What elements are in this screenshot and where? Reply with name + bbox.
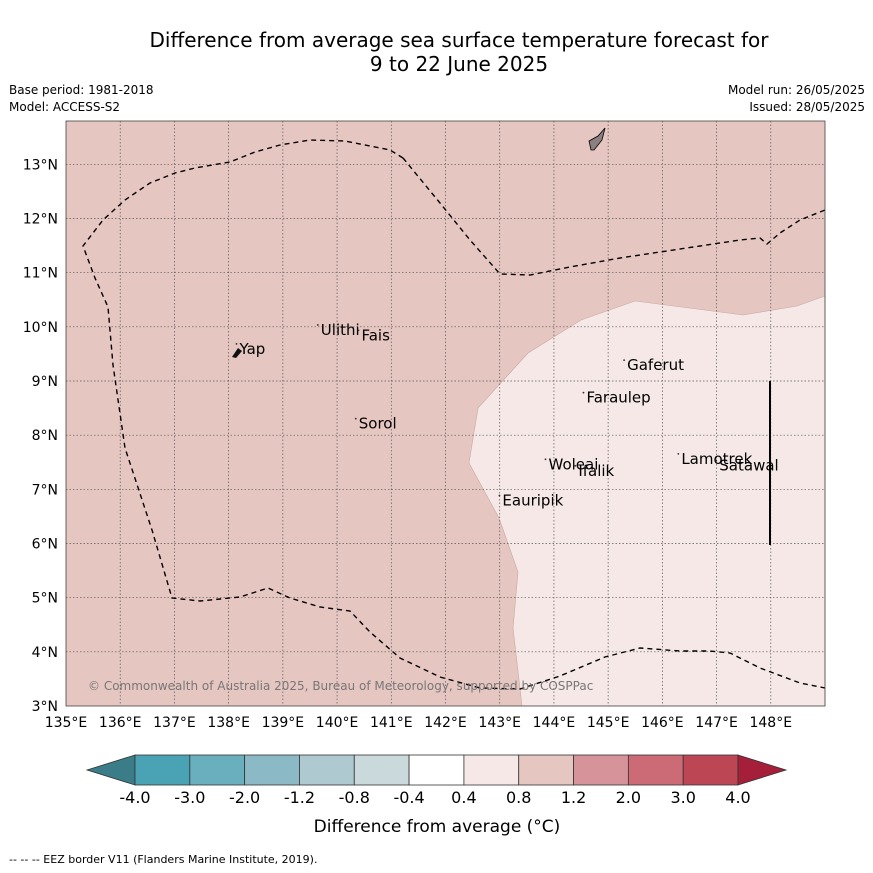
lon-tick-label: 142°E <box>424 715 467 731</box>
colorbar-tick-label: -1.2 <box>284 788 315 807</box>
colorbar-segment <box>244 754 300 786</box>
place-label: Ifalik <box>578 462 614 480</box>
model-name: Model: ACCESS-S2 <box>9 100 121 114</box>
colorbar-segment <box>682 754 739 786</box>
map-title: Difference from average sea surface temp… <box>0 28 873 76</box>
island-marker <box>498 494 501 497</box>
latitude-ticks: 3°N 4°N 5°N 6°N 7°N 8°N 9°N 10°N 11°N 12°N 13°N <box>23 157 58 715</box>
map-frame <box>65 120 826 707</box>
colorbar-tick-label: -4.0 <box>119 788 150 807</box>
place-label: Gaferut <box>627 356 684 374</box>
place-label: Yap <box>238 340 265 358</box>
lon-tick-label: 147°E <box>695 715 738 731</box>
colorbar-segment <box>463 754 520 786</box>
colorbar-label: Difference from average (°C) <box>314 817 561 837</box>
issued-date: Issued: 28/05/2025 <box>749 100 865 114</box>
colorbar-segment <box>573 754 629 786</box>
island-marker <box>623 359 626 362</box>
eez-border-north <box>402 157 826 276</box>
lon-tick-label: 138°E <box>207 715 250 731</box>
map-grid <box>66 121 825 706</box>
lon-tick-label: 144°E <box>533 715 576 731</box>
guam-island <box>588 127 606 151</box>
island-marker <box>677 452 680 455</box>
lon-tick-label: 137°E <box>153 715 196 731</box>
colorbar-segment <box>518 754 574 786</box>
place-label: Lamotrek <box>681 450 752 468</box>
place-label: Eauripik <box>502 492 563 510</box>
colorbar-segment <box>134 754 191 786</box>
island-marker <box>715 459 718 462</box>
title-line-1: Difference from average sea surface temp… <box>149 28 769 52</box>
colorbar-segment <box>353 754 410 786</box>
model-run: Model run: 26/05/2025 <box>727 83 865 97</box>
island-marker <box>354 417 357 420</box>
colorbar-tick-label: 1.2 <box>561 788 586 807</box>
colorbar-tick-label: -2.0 <box>229 788 260 807</box>
eez-border-west <box>82 139 826 690</box>
lon-tick-label: 140°E <box>316 715 359 731</box>
place-label: Satawal <box>719 456 778 474</box>
island-marker <box>357 329 360 332</box>
colorbar-tick-label: -0.8 <box>339 788 370 807</box>
lat-tick-label: 12°N <box>23 212 58 228</box>
copyright-text: © Commonwealth of Australia 2025, Bureau… <box>88 679 593 693</box>
island-marker <box>574 464 577 467</box>
island-marker <box>582 391 585 394</box>
lon-tick-label: 136°E <box>99 715 142 731</box>
island-marker <box>544 458 547 461</box>
colorbar-tick-label: 2.0 <box>616 788 641 807</box>
eez-footnote: -- -- -- EEZ border V11 (Flanders Marine… <box>9 853 318 866</box>
lat-tick-label: 6°N <box>32 537 58 553</box>
lat-tick-label: 3°N <box>32 699 58 715</box>
lat-tick-label: 13°N <box>23 157 58 173</box>
colorbar-extend-high <box>737 754 788 786</box>
anomaly-band-0.4-0.8 <box>468 295 826 707</box>
colorbar-tick-label: 4.0 <box>725 788 750 807</box>
map-area: Ulithi Fais Yap Gaferut Faraulep Sorol WoleaiI… <box>65 120 826 707</box>
colorbar-tick-label: 3.0 <box>670 788 695 807</box>
colorbar-segment <box>189 754 246 786</box>
colorbar-tick-label: -0.4 <box>393 788 424 807</box>
colorbar-tick-label: -3.0 <box>174 788 205 807</box>
island-marker <box>316 324 319 326</box>
meta-right: Model run: 26/05/2025 Issued: 28/05/2025 <box>728 82 865 116</box>
lon-tick-label: 148°E <box>749 715 792 731</box>
colorbar-segment <box>299 754 355 786</box>
colorbar-segment <box>408 754 465 786</box>
place-label: Woleai <box>549 455 599 473</box>
lat-tick-label: 4°N <box>32 645 58 661</box>
meta-left: Base period: 1981-2018 Model: ACCESS-S2 <box>9 82 154 116</box>
place-label: Sorol <box>359 415 397 433</box>
place-label: Ulithi <box>321 321 360 339</box>
place-label: Fais <box>361 326 390 344</box>
place-label: Faraulep <box>586 389 650 407</box>
lat-tick-label: 5°N <box>32 591 58 607</box>
colorbar-segment <box>627 754 684 786</box>
island-marker <box>235 343 238 345</box>
lon-tick-label: 135°E <box>45 715 88 731</box>
base-period: Base period: 1981-2018 <box>9 83 154 97</box>
colorbar-extend-low <box>85 754 136 786</box>
title-line-2: 9 to 22 June 2025 <box>369 52 549 76</box>
colorbar-tick-label: 0.4 <box>451 788 476 807</box>
place-labels: Ulithi Fais Yap Gaferut Faraulep Sorol WoleaiI… <box>235 321 779 510</box>
lat-tick-label: 11°N <box>23 266 58 282</box>
lat-tick-label: 8°N <box>32 428 58 444</box>
longitude-ticks: 135°E 136°E 137°E 138°E 139°E 140°E 141°E 142°E… <box>45 715 792 731</box>
lat-tick-label: 7°N <box>32 482 58 498</box>
colorbar-tick-label: 0.8 <box>506 788 531 807</box>
lon-tick-label: 139°E <box>262 715 305 731</box>
lat-tick-label: 9°N <box>32 374 58 390</box>
lon-tick-label: 141°E <box>370 715 413 731</box>
lon-tick-label: 145°E <box>587 715 630 731</box>
colorbar: -4.0 -3.0 -2.0 -1.2 -0.8 -0.4 0.4 0.8 1.2 2.0 3.0 4… <box>85 754 788 807</box>
lon-tick-label: 146°E <box>641 715 684 731</box>
lon-tick-label: 143°E <box>478 715 521 731</box>
lat-tick-label: 10°N <box>23 320 58 336</box>
yap-island <box>232 348 242 358</box>
